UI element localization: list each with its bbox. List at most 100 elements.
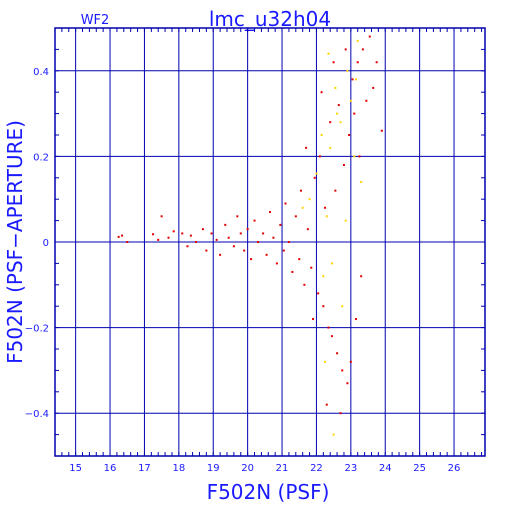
data-point-red bbox=[210, 232, 213, 235]
data-point-yellow bbox=[308, 198, 311, 201]
data-point-yellow bbox=[301, 206, 304, 209]
data-point-red bbox=[195, 241, 198, 243]
data-point-red bbox=[232, 245, 235, 248]
data-point-red bbox=[348, 134, 351, 136]
y-axis-label: F502N (PSF−APERTURE) bbox=[3, 120, 27, 364]
data-point-red bbox=[236, 215, 239, 218]
data-point-red bbox=[332, 61, 335, 64]
data-point-red bbox=[157, 238, 160, 241]
data-point-red bbox=[239, 232, 242, 235]
data-point-red bbox=[121, 234, 124, 237]
data-point-red bbox=[353, 112, 356, 115]
data-point-yellow bbox=[315, 172, 318, 175]
data-point-red bbox=[312, 318, 314, 321]
data-point-red bbox=[298, 258, 301, 261]
data-point-red bbox=[355, 318, 357, 321]
data-point-red bbox=[186, 245, 189, 248]
data-point-yellow bbox=[324, 360, 327, 363]
data-point-red bbox=[360, 275, 363, 278]
data-point-red bbox=[279, 223, 282, 226]
data-point-red bbox=[256, 241, 259, 243]
y-tick-label: 0.4 bbox=[33, 67, 49, 78]
data-point-red bbox=[117, 235, 120, 238]
data-point-yellow bbox=[329, 146, 332, 149]
data-point-red bbox=[337, 104, 340, 107]
data-point-red bbox=[305, 146, 308, 149]
data-point-red bbox=[327, 326, 330, 329]
data-point-yellow bbox=[344, 219, 347, 222]
data-point-yellow bbox=[322, 275, 325, 278]
data-point-red bbox=[342, 163, 345, 166]
data-point-yellow bbox=[334, 86, 337, 89]
y-tick-label: 0 bbox=[43, 238, 49, 249]
data-point-yellow bbox=[339, 121, 342, 124]
data-point-red bbox=[310, 266, 313, 269]
data-point-red bbox=[284, 202, 287, 205]
data-point-red bbox=[322, 305, 325, 308]
x-tick-label: 17 bbox=[138, 463, 151, 474]
data-point-red bbox=[372, 86, 375, 89]
data-point-red bbox=[336, 352, 339, 355]
x-tick-label: 21 bbox=[276, 463, 289, 474]
x-tick-label: 19 bbox=[207, 463, 220, 474]
data-point-red bbox=[282, 249, 285, 252]
data-point-red bbox=[334, 189, 337, 192]
data-point-red bbox=[339, 412, 342, 415]
data-point-red bbox=[272, 236, 275, 239]
data-point-red bbox=[224, 223, 227, 226]
data-point-red bbox=[215, 238, 218, 241]
data-point-red bbox=[330, 335, 333, 338]
data-point-red bbox=[351, 78, 354, 81]
data-point-red bbox=[356, 61, 359, 64]
y-tick-label: −0.4 bbox=[25, 409, 49, 420]
data-point-red bbox=[317, 292, 320, 295]
data-point-red bbox=[329, 121, 332, 124]
data-point-red bbox=[303, 283, 306, 286]
data-point-red bbox=[172, 230, 175, 233]
data-point-red bbox=[380, 129, 383, 132]
data-point-red bbox=[318, 155, 321, 158]
x-tick-label: 20 bbox=[241, 463, 254, 474]
data-point-red bbox=[219, 253, 222, 256]
plot-frame bbox=[54, 27, 486, 457]
data-point-red bbox=[205, 249, 208, 252]
data-point-red bbox=[253, 219, 256, 222]
chart-subtitle: WF2 bbox=[81, 13, 110, 28]
data-point-yellow bbox=[320, 134, 323, 136]
x-tick-label: 24 bbox=[379, 463, 392, 474]
data-point-red bbox=[189, 234, 192, 237]
data-point-red bbox=[291, 270, 294, 273]
data-point-yellow bbox=[360, 181, 363, 184]
data-point-red bbox=[294, 215, 297, 218]
data-point-red bbox=[227, 236, 230, 239]
data-point-red bbox=[265, 253, 268, 256]
data-point-red bbox=[325, 403, 328, 406]
data-point-red bbox=[368, 35, 371, 38]
data-point-yellow bbox=[325, 215, 328, 218]
y-tick-label: −0.2 bbox=[25, 324, 49, 335]
data-point-red bbox=[365, 99, 368, 102]
data-point-red bbox=[152, 233, 155, 236]
chart-title: lmc_u32h04 bbox=[209, 7, 331, 31]
data-point-red bbox=[269, 211, 271, 214]
data-point-yellow bbox=[332, 433, 335, 436]
data-point-red bbox=[344, 48, 347, 51]
data-point-red bbox=[324, 206, 327, 209]
x-tick-label: 22 bbox=[310, 463, 323, 474]
data-point-red bbox=[287, 241, 290, 243]
data-point-yellow bbox=[349, 99, 352, 102]
data-point-red bbox=[275, 262, 278, 265]
data-point-red bbox=[243, 249, 246, 252]
x-tick-label: 18 bbox=[172, 463, 185, 474]
data-point-yellow bbox=[353, 155, 356, 158]
x-tick-label: 25 bbox=[413, 463, 426, 474]
grid bbox=[54, 27, 485, 457]
data-point-red bbox=[320, 91, 323, 94]
data-point-red bbox=[358, 155, 361, 158]
x-tick-label: 15 bbox=[69, 463, 82, 474]
data-point-yellow bbox=[341, 305, 344, 308]
x-tick-label: 23 bbox=[344, 463, 357, 474]
x-tick-label: 26 bbox=[448, 463, 461, 474]
